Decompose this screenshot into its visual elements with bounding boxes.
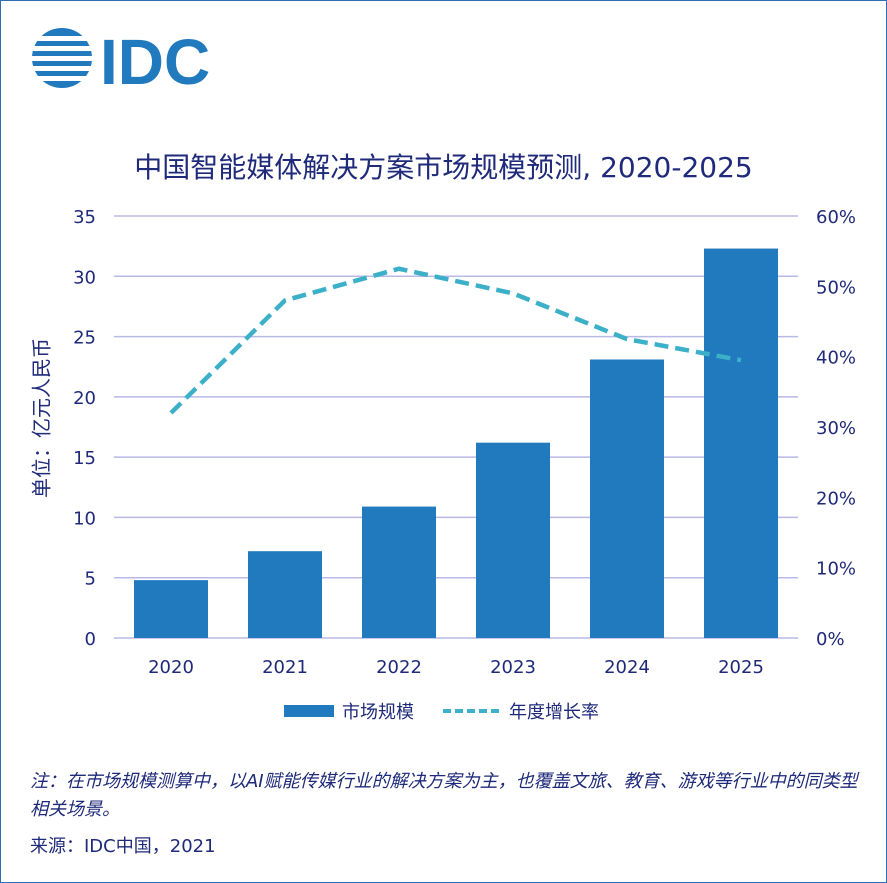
bar (704, 248, 778, 638)
chart-title: 中国智能媒体解决方案市场规模预测, 2020-2025 (134, 151, 753, 184)
y-tick-right: 30% (816, 418, 856, 439)
y-tick-right: 40% (816, 348, 856, 369)
x-tick: 2021 (262, 657, 308, 678)
y-tick-left: 20 (73, 388, 96, 409)
legend-bar-swatch (284, 705, 334, 717)
y-tick-left: 5 (85, 569, 96, 590)
legend-item-market-size: 市场规模 (284, 698, 414, 724)
footnote: 注：在市场规模测算中，以AI赋能传媒行业的解决方案为主，也覆盖文旅、教育、游戏等… (30, 771, 858, 820)
bar (248, 551, 322, 638)
legend-label-growth-rate: 年度增长率 (509, 702, 599, 723)
y-tick-left: 25 (73, 328, 96, 349)
legend: 市场规模 年度增长率 (0, 698, 887, 724)
y-tick-left: 30 (73, 267, 96, 288)
growth-rate-line (169, 266, 742, 415)
globe-icon (30, 28, 94, 88)
idc-logo: IDC (30, 26, 210, 90)
x-tick: 2024 (604, 657, 650, 678)
y-tick-right: 60% (816, 207, 856, 228)
bar (134, 580, 208, 638)
legend-line-swatch (443, 709, 499, 713)
x-tick: 2020 (148, 657, 194, 678)
x-tick: 2025 (718, 657, 764, 678)
y-tick-left: 35 (73, 207, 96, 228)
y-tick-left: 0 (85, 629, 96, 650)
y-tick-right: 0% (816, 629, 845, 650)
legend-item-growth-rate: 年度增长率 (443, 698, 599, 724)
legend-label-market-size: 市场规模 (342, 702, 414, 723)
y-tick-right: 10% (816, 559, 856, 580)
y-tick-right: 20% (816, 488, 856, 509)
bar (590, 359, 664, 638)
source-text: 来源：IDC中国，2021 (30, 836, 216, 857)
y-tick-left: 15 (73, 448, 96, 469)
x-tick: 2023 (490, 657, 536, 678)
bar (476, 442, 550, 638)
y-tick-left: 10 (73, 508, 96, 529)
bar (362, 506, 436, 638)
x-tick: 2022 (376, 657, 422, 678)
y-tick-right: 50% (816, 277, 856, 298)
logo-text: IDC (100, 26, 210, 90)
